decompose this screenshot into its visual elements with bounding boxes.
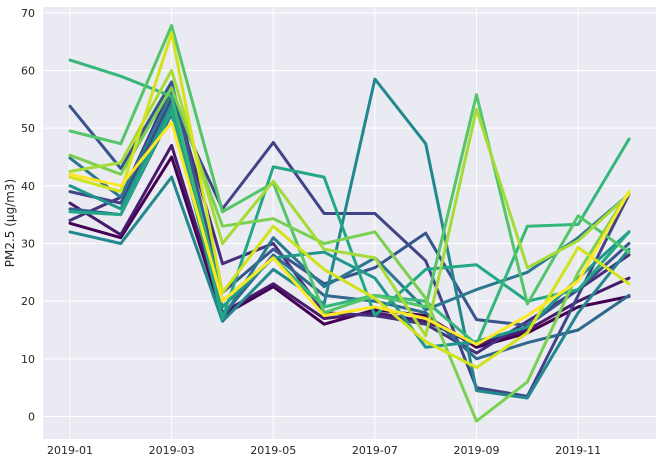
y-tick-label: 10 (21, 353, 35, 366)
series-line-12 (68, 24, 631, 315)
series-line-11 (68, 58, 631, 346)
series-line-13 (68, 86, 631, 423)
y-axis-ticks: 0 10 20 30 40 50 60 70 (21, 7, 35, 424)
x-tick-label: 2019-09 (454, 444, 500, 457)
x-tick-label: 2019-01 (47, 444, 93, 457)
y-tick-label: 40 (21, 180, 35, 193)
series-line-4 (68, 97, 631, 398)
y-tick-label: 30 (21, 237, 35, 250)
series-line-8 (68, 77, 631, 400)
series-line-14 (68, 68, 631, 338)
series-line-16 (68, 120, 631, 346)
y-tick-label: 0 (28, 411, 35, 424)
x-tick-label: 2019-11 (555, 444, 601, 457)
series-line-7 (68, 92, 631, 320)
y-tick-label: 20 (21, 295, 35, 308)
plot-area (43, 7, 656, 439)
x-axis-ticks: 2019-01 2019-03 2019-05 2019-07 2019-09 2019-… (47, 444, 601, 457)
series-line-15 (68, 31, 631, 369)
series-lines (68, 24, 631, 423)
y-tick-label: 70 (21, 7, 35, 20)
x-tick-label: 2019-03 (149, 444, 195, 457)
x-tick-label: 2019-07 (352, 444, 398, 457)
y-tick-label: 60 (21, 64, 35, 77)
x-tick-label: 2019-05 (250, 444, 296, 457)
y-axis-label: PM2.5 (μg/m3) (3, 179, 17, 267)
y-tick-label: 50 (21, 122, 35, 135)
series-line-10 (68, 109, 631, 320)
